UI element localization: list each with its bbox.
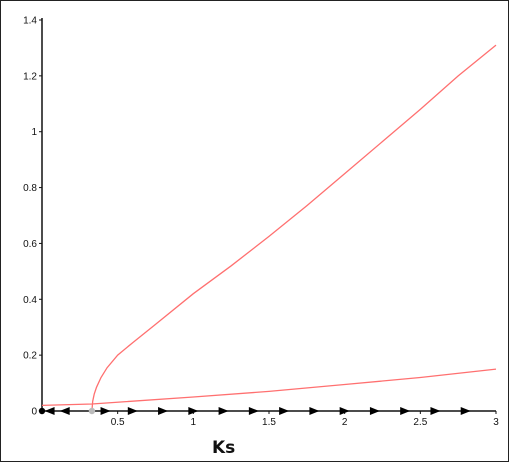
direction-arrow [127, 407, 138, 415]
y-tick-label: 0.4 [23, 295, 37, 306]
direction-arrow [339, 407, 350, 415]
direction-arrow [430, 407, 441, 415]
equilibrium-point [38, 407, 46, 415]
series-line-1 [91, 44, 497, 412]
x-tick-label: 2.5 [413, 417, 427, 428]
direction-arrow [218, 407, 229, 415]
equilibrium-point [88, 407, 96, 415]
x-tick-label: 3 [493, 417, 499, 428]
y-tick-label: 0 [31, 407, 37, 418]
direction-arrow [309, 407, 320, 415]
x-tick-label: 2 [342, 417, 348, 428]
axes [41, 18, 496, 412]
direction-arrow [188, 407, 199, 415]
y-tick-label: 1.2 [23, 71, 37, 82]
y-tick-label: 0.8 [23, 183, 37, 194]
series-layer [41, 44, 497, 412]
series-line-2 [41, 368, 497, 407]
y-tick-label: 0.6 [23, 239, 37, 250]
x-tick-label: 1.5 [262, 417, 276, 428]
y-tick-label: 1 [31, 127, 37, 138]
direction-arrow [44, 407, 55, 415]
direction-arrow [59, 407, 70, 415]
direction-arrow [400, 407, 411, 415]
direction-arrow [369, 407, 380, 415]
y-tick-label: 0.2 [23, 351, 37, 362]
direction-arrow [460, 407, 471, 415]
x-tick-label: 0.5 [111, 417, 125, 428]
direction-arrow [279, 407, 290, 415]
ticks: 0 0.2 0.4 0.6 0.8 1 1.2 1.4 0.5 1 1.5 2 2.5 3 [23, 16, 499, 429]
direction-arrow [100, 407, 111, 415]
direction-arrows [44, 407, 471, 415]
y-tick-label: 1.4 [23, 16, 37, 27]
direction-arrow [248, 407, 259, 415]
direction-arrow [158, 407, 169, 415]
x-axis-label: Ks [212, 438, 235, 458]
points-layer [38, 407, 96, 415]
x-tick-label: 1 [191, 417, 197, 428]
